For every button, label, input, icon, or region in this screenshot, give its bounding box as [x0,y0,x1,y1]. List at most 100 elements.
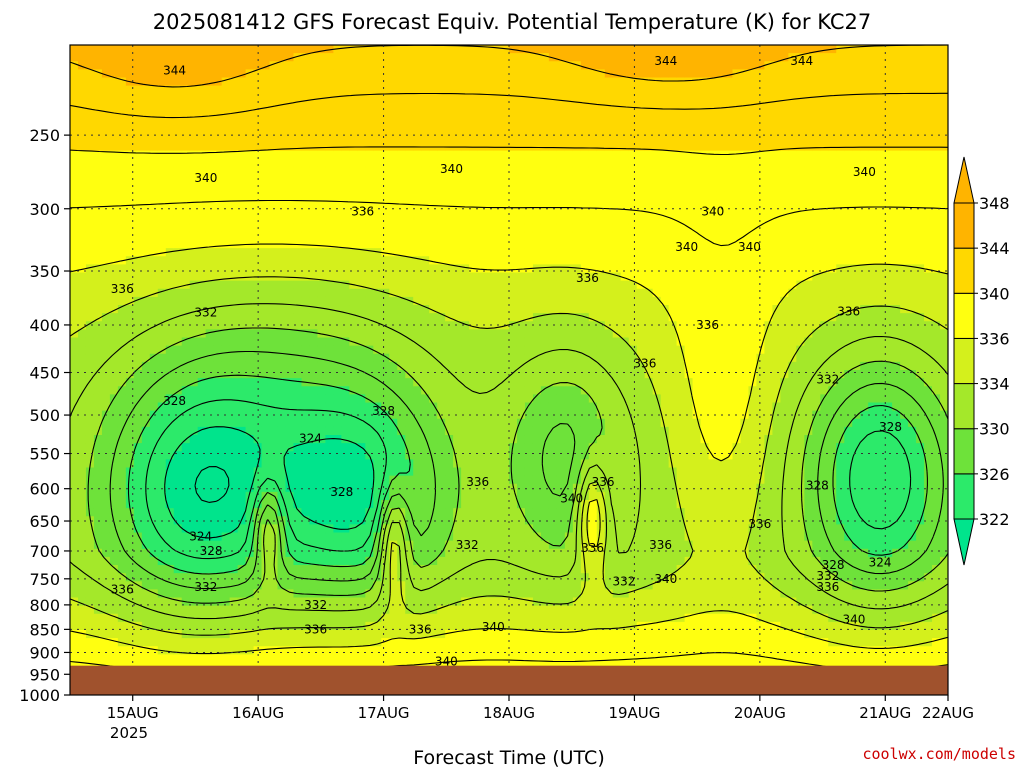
fill-cell [516,540,526,550]
fill-cell [101,77,111,87]
fill-cell [93,248,103,257]
fill-cell [524,532,534,542]
fill-cell [405,134,414,144]
fill-cell [245,150,255,160]
fill-cell [469,581,478,590]
fill-cell [269,548,279,558]
fill-cell [237,231,247,241]
fill-cell [125,110,135,119]
fill-cell [261,305,271,314]
fill-cell [293,69,303,79]
fill-cell [516,61,526,70]
fill-cell [309,646,319,655]
fill-cell [564,248,574,257]
fill-cell [309,272,319,282]
fill-cell [349,597,358,607]
fill-cell [117,150,127,160]
fill-cell [509,264,518,274]
fill-cell [125,101,135,111]
fill-cell [309,345,319,355]
fill-cell [341,337,350,347]
fill-cell [141,556,151,566]
fill-cell [469,45,478,54]
fill-cell [197,264,207,274]
fill-cell [341,589,350,599]
fill-cell [165,240,175,249]
fill-cell [421,524,430,534]
fill-cell [389,613,398,623]
fill-cell [381,280,390,290]
fill-cell [357,491,366,501]
fill-cell [173,61,183,70]
fill-cell [509,597,518,607]
fill-cell [556,353,566,363]
fill-cell [109,256,119,265]
fill-cell [437,207,446,217]
fill-cell [564,207,574,217]
fill-cell [548,646,558,655]
fill-cell [493,378,502,387]
fill-cell [205,435,215,444]
fill-cell [381,581,390,590]
fill-cell [301,613,311,623]
fill-cell [237,646,247,655]
fill-cell [245,329,255,339]
fill-cell [485,532,494,542]
fill-cell [357,532,366,542]
fill-cell [141,240,151,249]
fill-cell [564,329,574,339]
fill-cell [109,378,119,387]
fill-cell [205,556,215,566]
fill-cell [381,207,390,217]
fill-cell [405,264,414,274]
fill-cell [245,248,255,257]
fill-cell [253,605,263,615]
fill-cell [301,264,311,274]
fill-cell [493,435,502,444]
fill-cell [173,126,183,135]
fill-cell [341,491,350,501]
fill-cell [516,402,526,412]
fill-cell [437,45,446,54]
fill-cell [77,386,87,395]
fill-cell [341,101,350,111]
fill-cell [149,272,159,282]
fill-cell [269,134,279,144]
fill-cell [173,337,183,347]
fill-cell [421,183,430,192]
fill-cell [429,451,438,460]
fill-cell [117,191,127,200]
fill-cell [245,305,255,314]
fill-cell [269,370,279,379]
fill-cell [189,53,199,62]
fill-cell [540,573,550,582]
fill-cell [197,93,207,103]
fill-cell [117,158,127,168]
fill-cell [157,418,167,428]
fill-cell [221,638,231,647]
fill-cell [516,199,526,209]
fill-cell [293,524,303,534]
fill-cell [437,638,446,647]
fill-cell [389,597,398,607]
fill-cell [70,565,79,574]
fill-cell [229,305,239,314]
fill-cell [421,134,430,144]
fill-cell [341,532,350,542]
fill-cell [469,272,478,282]
fill-cell [293,426,303,436]
fill-cell [189,337,199,347]
fill-cell [197,142,207,152]
fill-cell [173,378,183,387]
fill-cell [189,418,199,428]
fill-cell [349,296,358,306]
fill-cell [501,175,510,184]
fill-cell [165,491,175,501]
fill-cell [421,540,430,550]
fill-cell [333,597,342,607]
fill-cell [85,126,95,135]
fill-cell [333,353,342,363]
fill-cell [125,394,135,404]
fill-cell [181,256,191,265]
fill-cell [261,556,271,566]
